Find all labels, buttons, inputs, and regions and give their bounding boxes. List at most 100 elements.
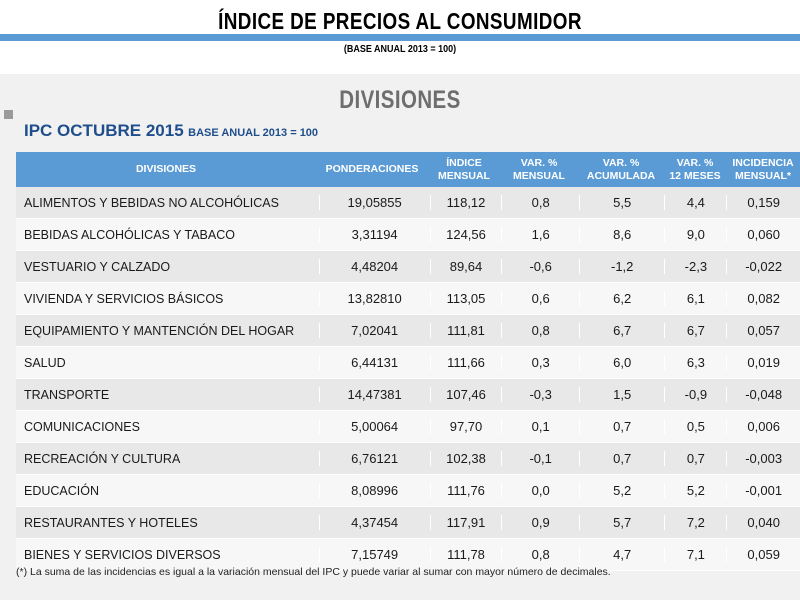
division-name-cell: RECREACIÓN Y CULTURA [24,451,181,466]
column-header: PONDERACIONES [325,163,419,175]
value-cell: 107,46 [429,387,502,402]
table-row: ALIMENTOS Y BEBIDAS NO ALCOHÓLICAS 19,058… [16,187,800,219]
table-row: BEBIDAS ALCOHÓLICAS Y TABACO 3,31194 124,5… [16,219,800,251]
value-cell: 111,81 [429,323,502,338]
page-title: ÍNDICE DE PRECIOS AL CONSUMIDOR [218,8,582,34]
value-cell: 102,38 [429,451,502,466]
value-cell: 0,7 [578,419,664,434]
value-cell: 111,66 [429,355,502,370]
value-cell: 9,0 [664,227,726,242]
column-header: ÍNDICE MENSUAL [438,156,490,182]
value-cell: 0,057 [726,323,800,338]
value-cell: 124,56 [429,227,502,242]
value-cell: 5,7 [578,515,664,530]
column-header: INCIDENCIA MENSUAL* [732,156,794,182]
page-subtitle: (BASE ANUAL 2013 = 100) [343,44,457,55]
division-name-cell: BIENES Y SERVICIOS DIVERSOS [24,547,221,562]
ipc-base-text: BASE ANUAL 2013 = 100 [188,127,319,139]
column-header: VAR. % ACUMULADA [586,156,656,182]
value-cell: 7,2 [664,515,726,530]
value-cell: 0,7 [664,451,726,466]
value-cell: 3,31194 [318,227,430,242]
value-cell: 0,159 [726,195,800,210]
value-cell: 0,8 [501,195,579,210]
table-body: ALIMENTOS Y BEBIDAS NO ALCOHÓLICAS 19,058… [16,187,800,571]
value-cell: -0,6 [501,259,579,274]
value-cell: 0,019 [726,355,800,370]
value-cell: 0,0 [501,483,579,498]
value-cell: 14,47381 [318,387,430,402]
value-cell: 0,040 [726,515,800,530]
value-cell: 0,060 [726,227,800,242]
value-cell: 6,76121 [318,451,430,466]
value-cell: 0,006 [726,419,800,434]
table-row: EQUIPAMIENTO Y MANTENCIÓN DEL HOGAR 7,020… [16,315,800,347]
table-row: VESTUARIO Y CALZADO 4,48204 89,64 -0,6 -1,2-… [16,251,800,283]
value-cell: 0,7 [578,451,664,466]
value-cell: 6,7 [664,323,726,338]
table-row: COMUNICACIONES 5,00064 97,70 0,1 0,7 0,5 0,006 [16,411,800,443]
value-cell: 6,44131 [318,355,430,370]
value-cell: 5,00064 [318,419,430,434]
table-title: IPC OCTUBRE 2015 BASE ANUAL 2013 = 100 [24,121,318,141]
value-cell: 97,70 [429,419,502,434]
value-cell: 4,4 [664,195,726,210]
value-cell: 6,1 [664,291,726,306]
column-header: DIVISIONES [135,163,197,175]
value-cell: 111,78 [429,547,502,562]
value-cell: 118,12 [429,195,502,210]
division-name-cell: TRANSPORTE [24,387,110,402]
footnote: (*) La suma de las incidencias es igual … [16,566,611,578]
value-cell: 0,8 [501,323,579,338]
value-cell: -0,1 [501,451,579,466]
value-cell: 8,6 [578,227,664,242]
value-cell: 6,2 [578,291,664,306]
division-name-cell: EQUIPAMIENTO Y MANTENCIÓN DEL HOGAR [24,323,295,338]
value-cell: 0,9 [501,515,579,530]
value-cell: 19,05855 [318,195,430,210]
section-marker-icon [4,110,13,119]
table-row: RESTAURANTES Y HOTELES 4,37454 117,91 0,9 5,… [16,507,800,539]
value-cell: 5,5 [578,195,664,210]
division-name-cell: RESTAURANTES Y HOTELES [24,515,198,530]
value-cell: -1,2 [578,259,664,274]
value-cell: 113,05 [429,291,502,306]
table-row: RECREACIÓN Y CULTURA 6,76121 102,38 -0,1 0,7… [16,443,800,475]
value-cell: 117,91 [429,515,502,530]
ipc-title-text: IPC OCTUBRE 2015 [24,121,184,140]
value-cell: 89,64 [429,259,502,274]
value-cell: 0,8 [501,547,579,562]
value-cell: 4,48204 [318,259,430,274]
table-row: SALUD 6,44131 111,66 0,3 6,0 6,3 0,019 [16,347,800,379]
table-header-row: DIVISIONES PONDERACIONES ÍNDICE MENSUAL … [16,152,800,187]
value-cell: -0,3 [501,387,579,402]
division-name-cell: BEBIDAS ALCOHÓLICAS Y TABACO [24,227,235,242]
column-header: VAR. % 12 MESES [669,156,721,182]
column-header: VAR. % MENSUAL [513,156,565,182]
ipc-table: DIVISIONES PONDERACIONES ÍNDICE MENSUAL … [16,152,800,571]
value-cell: 1,5 [578,387,664,402]
value-cell: -2,3 [664,259,726,274]
value-cell: 5,2 [664,483,726,498]
value-cell: 1,6 [501,227,579,242]
value-cell: -0,001 [726,483,800,498]
value-cell: 7,1 [664,547,726,562]
value-cell: 4,37454 [318,515,430,530]
value-cell: 6,0 [578,355,664,370]
table-row: TRANSPORTE 14,47381 107,46 -0,3 1,5 -0,9 -0,04… [16,379,800,411]
value-cell: 4,7 [578,547,664,562]
value-cell: -0,003 [726,451,800,466]
value-cell: 0,5 [664,419,726,434]
division-name-cell: EDUCACIÓN [24,483,100,498]
division-name-cell: SALUD [24,355,66,370]
value-cell: 0,3 [501,355,579,370]
value-cell: 0,1 [501,419,579,434]
division-name-cell: VESTUARIO Y CALZADO [24,259,171,274]
report-header: ÍNDICE DE PRECIOS AL CONSUMIDOR (BASE AN… [0,0,800,74]
value-cell: -0,048 [726,387,800,402]
value-cell: 0,6 [501,291,579,306]
value-cell: 0,059 [726,547,800,562]
value-cell: 0,082 [726,291,800,306]
value-cell: 8,08996 [318,483,430,498]
value-cell: 6,7 [578,323,664,338]
